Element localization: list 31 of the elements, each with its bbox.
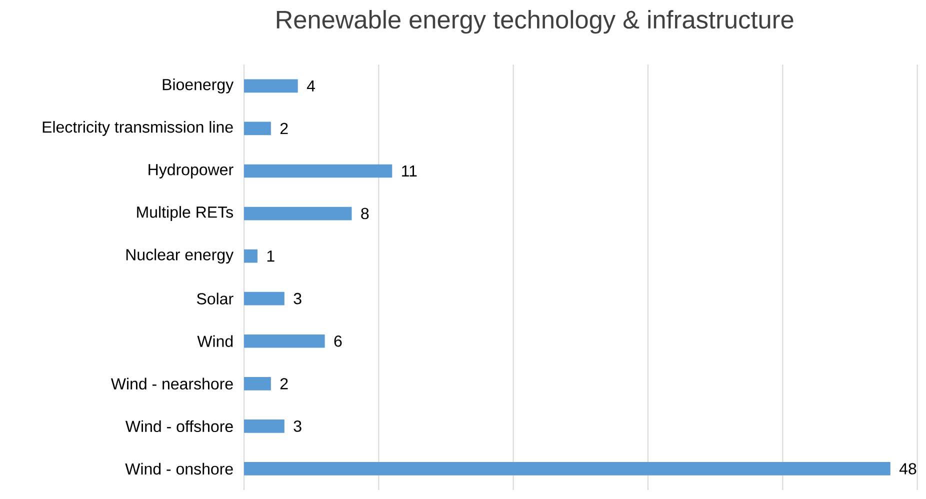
data-label: 2 bbox=[280, 378, 288, 390]
data-label: 2 bbox=[280, 122, 288, 134]
data-label: 11 bbox=[402, 165, 417, 176]
y-tick-label: Nuclear energy bbox=[126, 248, 234, 264]
y-tick-label: Bioenergy bbox=[162, 78, 234, 94]
y-tick-label: Solar bbox=[196, 292, 234, 304]
data-label: 6 bbox=[334, 335, 342, 347]
bar bbox=[244, 376, 271, 390]
y-tick-label: Wind bbox=[197, 335, 233, 347]
y-tick-label: Wind - onshore bbox=[125, 462, 233, 475]
bar bbox=[244, 334, 325, 348]
data-label: 48 bbox=[899, 463, 916, 474]
y-tick-label: Hydropower bbox=[148, 163, 234, 178]
bar bbox=[244, 249, 258, 263]
bar bbox=[244, 419, 284, 433]
bar bbox=[244, 164, 392, 178]
bar bbox=[244, 122, 271, 136]
bar bbox=[244, 206, 352, 220]
data-label: 4 bbox=[306, 80, 316, 92]
y-tick-label: Wind - nearshore bbox=[110, 378, 233, 390]
data-label: 8 bbox=[361, 208, 369, 220]
data-label: 3 bbox=[294, 420, 302, 432]
y-tick-label: Electricity transmission line bbox=[42, 120, 233, 136]
bar bbox=[244, 462, 890, 476]
bar bbox=[244, 292, 284, 306]
chart-title: Renewable energy technology & infrastructure bbox=[276, 10, 794, 34]
y-tick-label: Multiple RETs bbox=[137, 206, 234, 221]
y-tick-label: Wind - offshore bbox=[125, 420, 233, 432]
data-label: 3 bbox=[294, 292, 302, 304]
data-label: 1 bbox=[267, 250, 274, 262]
bar bbox=[244, 79, 298, 93]
